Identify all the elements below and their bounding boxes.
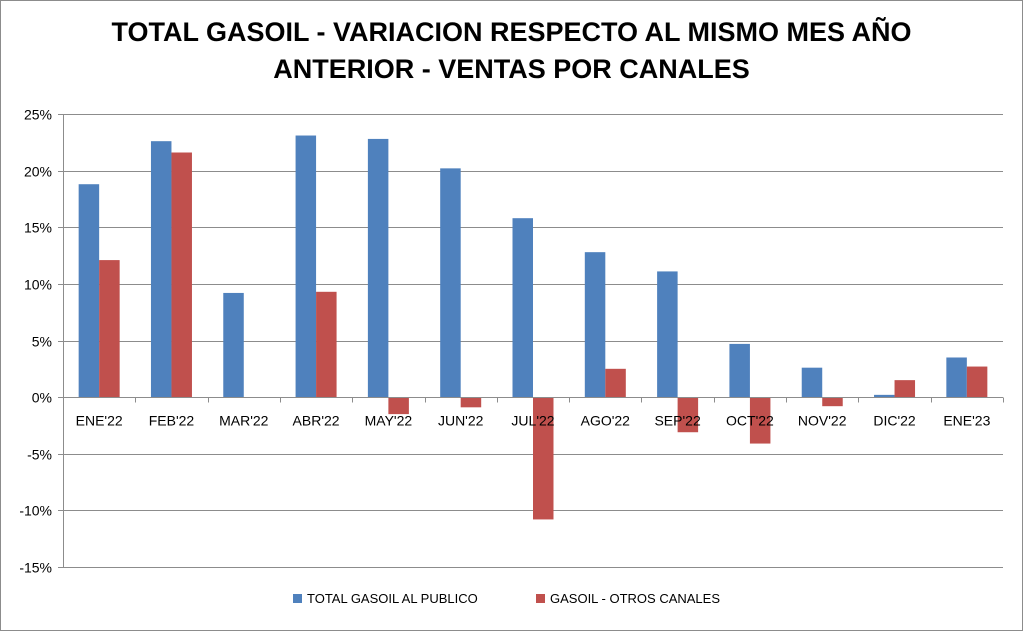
legend-swatch-publico	[293, 594, 302, 603]
bar-otros-11	[894, 380, 916, 398]
x-tick-label: OCT'22	[726, 413, 774, 429]
bar-otros-12	[966, 366, 988, 398]
x-axis: ENE'22 FEB'22 MAR'22 ABR'22 MAY'22 JUN'22 JUL'…	[63, 397, 1004, 429]
y-tick-label: 5%	[32, 334, 52, 350]
bar-publico-6	[512, 218, 533, 398]
bar-otros-7	[605, 368, 626, 398]
y-tick-label: 15%	[24, 220, 52, 236]
bar-publico-12	[946, 357, 967, 398]
y-tick-label: 0%	[32, 390, 52, 406]
bars	[78, 135, 988, 520]
y-tick-label: -5%	[27, 447, 52, 463]
bar-publico-9	[729, 343, 750, 398]
x-tick-label: ABR'22	[293, 413, 340, 429]
x-tick-label: ENE'23	[943, 413, 990, 429]
bar-publico-5	[440, 168, 461, 398]
bar-otros-8	[677, 397, 699, 433]
bar-otros-9	[749, 397, 771, 444]
bar-publico-2	[223, 292, 244, 398]
chart-title-line-2: ANTERIOR - VENTAS POR CANALES	[273, 54, 750, 84]
bar-publico-4	[367, 138, 389, 398]
bar-otros-0	[99, 260, 120, 398]
bar-otros-1	[171, 152, 192, 398]
chart-title-line-1: TOTAL GASOIL - VARIACION RESPECTO AL MIS…	[111, 17, 912, 47]
chart-title: TOTAL GASOIL - VARIACION RESPECTO AL MIS…	[0, 14, 1023, 88]
bar-otros-10	[822, 397, 843, 407]
y-tick-label: -10%	[19, 503, 52, 519]
y-tick-label: 20%	[24, 164, 52, 180]
x-tick-label: AGO'22	[581, 413, 631, 429]
x-tick-label: DIC'22	[873, 413, 916, 429]
bar-otros-3	[316, 291, 337, 398]
bar-publico-1	[150, 141, 172, 398]
legend-label-otros: GASOIL - OTROS CANALES	[550, 591, 720, 606]
legend-label-publico: TOTAL GASOIL AL PUBLICO	[307, 591, 478, 606]
x-tick-label: ENE'22	[76, 413, 123, 429]
x-tick-label: MAY'22	[365, 413, 413, 429]
bar-otros-4	[388, 397, 409, 415]
x-tick-label: NOV'22	[798, 413, 847, 429]
y-tick-label: 25%	[24, 107, 52, 123]
legend-swatch-otros	[536, 594, 545, 603]
x-tick-label: JUN'22	[438, 413, 484, 429]
x-tick-label: FEB'22	[149, 413, 195, 429]
bar-publico-0	[78, 184, 100, 398]
bar-publico-8	[657, 271, 678, 398]
y-axis: 25% 20% 15% 10% 5% 0% -5% -10% -15%	[19, 107, 64, 576]
bar-otros-6	[533, 397, 554, 520]
x-tick-label: MAR'22	[219, 413, 269, 429]
bar-otros-5	[460, 397, 482, 408]
bar-publico-7	[584, 252, 606, 398]
bar-publico-3	[295, 135, 317, 398]
bar-publico-11	[874, 394, 895, 398]
y-tick-label: -15%	[19, 560, 52, 576]
bar-publico-10	[801, 367, 823, 398]
legend: TOTAL GASOIL AL PUBLICO GASOIL - OTROS CA…	[293, 591, 720, 606]
y-tick-label: 10%	[24, 277, 52, 293]
x-tick-label: JUL'22	[511, 413, 554, 429]
x-tick-label: SEP'22	[654, 413, 700, 429]
